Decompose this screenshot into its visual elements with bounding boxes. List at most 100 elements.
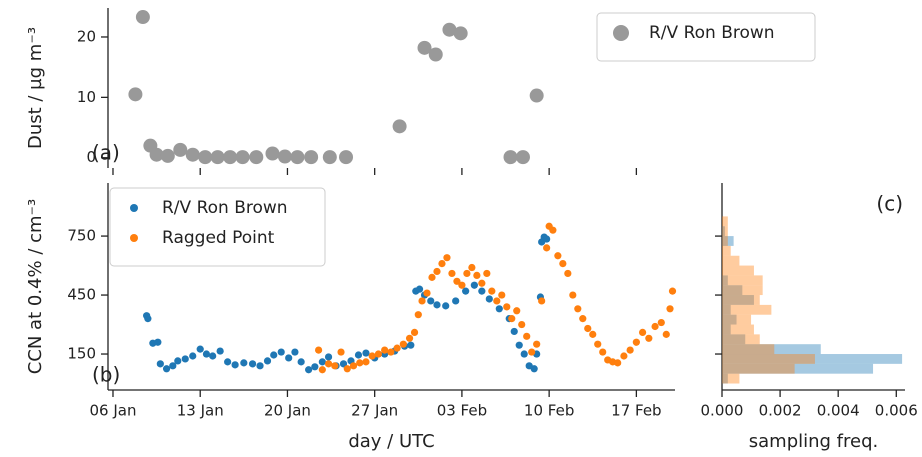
point [473,271,481,279]
point [645,334,653,342]
point [270,351,278,359]
point [530,365,538,373]
point [223,150,238,165]
point [349,362,358,370]
hist-bar [722,314,752,325]
legend-box [596,12,816,62]
point [666,305,674,313]
point [324,360,333,368]
point [162,365,171,373]
point [662,330,670,338]
point [549,226,557,234]
point [135,10,150,25]
point [156,360,164,368]
hist-bar [722,265,754,276]
point [144,315,152,323]
point [410,328,419,337]
point [392,119,407,134]
legend-label: Ragged Point [162,228,275,248]
panel-label: (b) [92,363,120,387]
point [483,269,491,278]
point [356,359,364,367]
point [564,269,572,278]
point [528,348,536,356]
point [428,47,443,62]
point [503,150,518,165]
point [614,359,622,367]
point [249,150,264,165]
point [442,302,450,310]
point [297,358,305,366]
y-tick-label: 750 [67,227,96,245]
point [368,352,376,360]
point [209,352,217,360]
point [470,281,478,289]
point [417,40,432,55]
point [478,279,486,287]
hist-bar [722,285,763,296]
point [543,244,551,252]
point [452,297,460,305]
point [639,328,647,337]
panel-label: (a) [92,141,120,165]
point [428,273,436,281]
point [520,350,528,358]
point [584,324,592,333]
point [626,346,634,354]
point [185,147,200,162]
hist-bar [722,334,746,345]
point [202,350,211,358]
point [579,315,587,323]
point [149,147,164,162]
point [495,305,503,313]
hist-bar [722,354,815,364]
point [291,348,299,356]
hist-bar [722,236,728,246]
point [285,354,293,362]
point [468,263,476,272]
point [318,358,326,366]
legend-box [109,187,326,267]
hist-bar [722,226,725,237]
point [462,287,470,295]
legend-label: R/V Ron Brown [649,23,775,43]
point [442,22,457,37]
point [433,301,441,309]
point [488,287,496,295]
hist-bar [722,216,728,227]
point [414,311,422,319]
point [362,358,370,366]
point [235,150,250,165]
point [632,338,640,346]
point [343,365,351,373]
hist-bar [722,295,760,305]
y-tick-label: 150 [67,345,96,363]
legend: R/V Ron Brown Ragged Point [109,187,326,267]
point [374,350,383,358]
point [210,150,225,165]
hist-bar [722,363,795,374]
point [265,146,280,161]
point [277,348,285,356]
x-tick-label: 10 Feb [524,402,574,420]
legend-label: R/V Ron Brown [162,198,288,218]
hist-bar [722,304,772,315]
panel: 150 450 750 06 Jan 13 Jan 20 Jan 27 Jan 03 Feb 1… [25,183,677,452]
hist-bar [722,334,760,345]
point [181,355,189,363]
point [160,148,175,163]
point [418,297,426,305]
point [498,291,506,299]
x-axis-label: day / UTC [348,431,434,452]
point [433,267,441,276]
point [311,363,319,371]
point [399,340,407,348]
hist-bar [722,255,740,266]
point [438,259,446,268]
point [518,320,526,329]
point [240,359,248,367]
x-tick-label: 0.004 [817,402,860,420]
point [387,348,395,356]
point [657,318,665,327]
point [198,150,213,165]
